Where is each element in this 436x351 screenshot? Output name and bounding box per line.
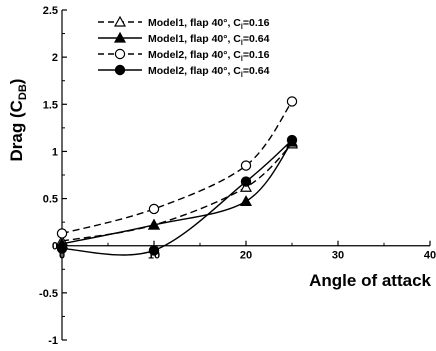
- legend-item-2: Model1, flap 40°, Cl=0.64: [98, 33, 270, 47]
- y-tick-label: -1: [48, 335, 58, 347]
- x-axis-title: Angle of attack: [309, 271, 431, 290]
- data-point: [287, 97, 296, 106]
- legend-marker: [115, 49, 124, 58]
- legend-item-1: Model1, flap 40°, Cl=0.16: [98, 17, 270, 31]
- data-point: [149, 204, 158, 213]
- legend-label: Model1, flap 40°, Cl=0.16: [148, 17, 270, 31]
- series-line: [62, 142, 292, 244]
- y-tick-label: 2: [52, 52, 58, 64]
- legend: Model1, flap 40°, Cl=0.16 Model1, flap 40…: [98, 17, 270, 79]
- series-2: [57, 137, 297, 248]
- y-tick-label: -0.5: [39, 288, 58, 300]
- data-point: [57, 229, 66, 238]
- series-3: [57, 97, 296, 238]
- series-layer: [57, 97, 297, 255]
- y-tick-label: 0.5: [43, 194, 58, 206]
- legend-label: Model2, flap 40°, Cl=0.64: [148, 65, 270, 79]
- data-point: [287, 136, 296, 145]
- x-tick-label: 30: [332, 250, 344, 262]
- y-axis-title: Drag (CDB): [7, 79, 29, 162]
- y-axis: -1-0.500.511.522.5: [39, 5, 67, 347]
- legend-item-3: Model2, flap 40°, Cl=0.16: [98, 49, 270, 63]
- data-point: [241, 196, 251, 205]
- y-tick-label: 2.5: [43, 5, 58, 17]
- series-line: [62, 140, 292, 255]
- series-1: [57, 139, 297, 245]
- legend-label: Model1, flap 40°, Cl=0.64: [148, 33, 270, 47]
- legend-marker: [115, 65, 124, 74]
- legend-item-4: Model2, flap 40°, Cl=0.64: [98, 65, 270, 79]
- data-point: [241, 161, 250, 170]
- y-tick-label: 1.5: [43, 99, 58, 111]
- data-point: [241, 177, 250, 186]
- x-tick-label: 20: [240, 250, 252, 262]
- data-point: [149, 246, 158, 255]
- series-line: [62, 101, 292, 233]
- x-axis: 0 10 20 30 40: [59, 241, 436, 262]
- y-tick-label: 1: [52, 146, 58, 158]
- legend-label: Model2, flap 40°, Cl=0.16: [148, 49, 270, 63]
- data-point: [57, 244, 66, 253]
- x-tick-label: 40: [424, 250, 436, 262]
